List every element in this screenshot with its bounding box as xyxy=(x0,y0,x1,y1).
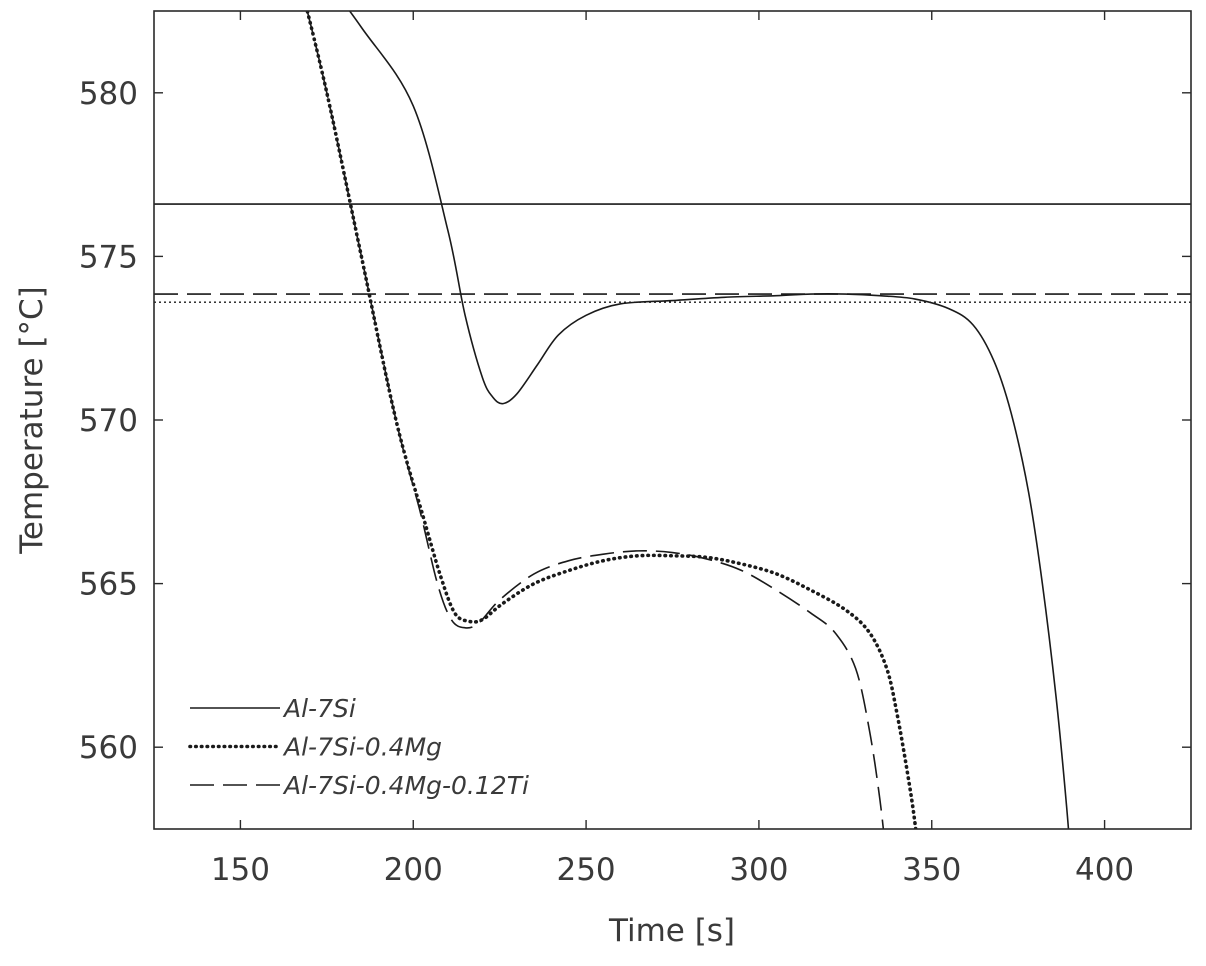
x-tick-label: 300 xyxy=(729,852,788,888)
legend-label-1: Al-7Si xyxy=(282,694,356,723)
y-tick-label: 565 xyxy=(79,567,138,603)
y-tick-label: 575 xyxy=(79,239,138,275)
x-tick-label: 350 xyxy=(902,852,961,888)
y-tick-label: 570 xyxy=(79,403,138,439)
x-tick-label: 150 xyxy=(211,852,270,888)
legend-label-3: Al-7Si-0.4Mg-0.12Ti xyxy=(282,771,529,800)
y-axis-title: Temperature [°C] xyxy=(14,286,50,555)
legend: Al-7Si Al-7Si-0.4Mg Al-7Si-0.4Mg-0.12Ti xyxy=(188,694,529,800)
x-axis-title: Time [s] xyxy=(608,913,735,949)
x-tick-label: 250 xyxy=(556,852,615,888)
x-tick-label: 200 xyxy=(384,852,443,888)
legend-label-2: Al-7Si-0.4Mg xyxy=(282,733,442,762)
x-tick-label: 400 xyxy=(1075,852,1134,888)
series-line-3 xyxy=(306,11,885,829)
y-tick-label: 560 xyxy=(79,730,138,766)
series-line-1 xyxy=(348,11,1070,829)
series-line-2 xyxy=(305,11,918,829)
y-tick-label: 580 xyxy=(79,76,138,112)
